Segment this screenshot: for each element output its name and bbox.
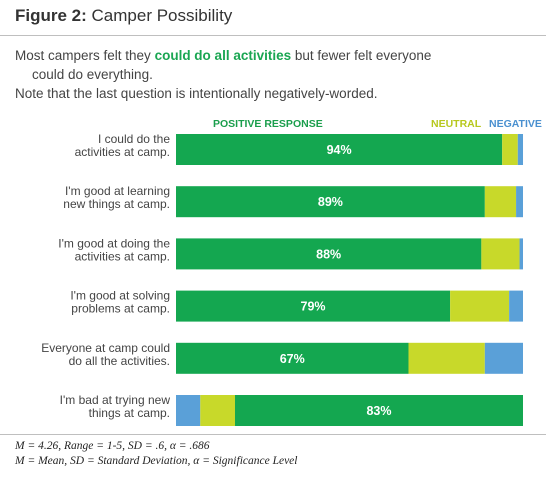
- bar-neutral-3: [481, 238, 520, 270]
- figure-title: Figure 2: Camper Possibility: [15, 6, 232, 26]
- bar-neutral-4: [450, 290, 510, 322]
- bar-value-label-2: 89%: [318, 195, 343, 209]
- bar-negative-1: [517, 134, 524, 165]
- category-label-1-1: I could do the: [98, 132, 170, 146]
- stats-note: M = 4.26, Range = 1-5, SD = .6, α = .686: [15, 440, 210, 452]
- category-label-1-2: activities at camp.: [75, 145, 170, 159]
- legend-negative: NEGATIVE: [489, 118, 542, 130]
- bar-value-label-6: 83%: [366, 404, 391, 418]
- category-label-5-1: Everyone at camp could: [41, 341, 170, 355]
- bar-negative-2: [516, 186, 523, 218]
- intro-text: Most campers felt they: [15, 48, 155, 63]
- bar-negative-6: [176, 395, 201, 426]
- category-label-6-1: I'm bad at trying new: [60, 393, 171, 407]
- category-label-2-2: new things at camp.: [63, 197, 170, 211]
- legend-note: M = Mean, SD = Standard Deviation, α = S…: [15, 455, 298, 467]
- intro-line-1: Most campers felt they could do all acti…: [15, 48, 431, 63]
- category-label-3-2: activities at camp.: [75, 249, 170, 263]
- figure-title-text: Camper Possibility: [91, 6, 233, 25]
- bar-positive-4: [176, 290, 451, 322]
- bar-positive-1: [176, 134, 503, 165]
- figure-label: Figure 2:: [15, 6, 87, 25]
- bar-positive-6: [234, 395, 524, 426]
- bar-neutral-6: [200, 395, 235, 426]
- bar-positive-2: [176, 186, 485, 218]
- category-label-5-2: do all the activities.: [69, 354, 170, 368]
- legend-positive: POSITIVE RESPONSE: [213, 118, 323, 130]
- bar-neutral-1: [502, 134, 518, 165]
- bar-value-label-1: 94%: [327, 143, 352, 157]
- bar-negative-4: [509, 290, 523, 322]
- category-label-2-1: I'm good at learning: [65, 184, 170, 198]
- legend-neutral: NEUTRAL: [431, 118, 482, 130]
- category-label-3-1: I'm good at doing the: [58, 236, 170, 250]
- stacked-bar-chart: POSITIVE RESPONSE NEUTRAL NEGATIVE 94% I cou…: [41, 118, 542, 426]
- title-divider: [0, 35, 546, 36]
- category-label-4-2: problems at camp.: [71, 302, 170, 316]
- category-label-6-2: things at camp.: [89, 406, 170, 420]
- intro-text-cont: but fewer felt everyone: [291, 48, 432, 63]
- bar-neutral-5: [408, 342, 485, 374]
- bar-positive-5: [176, 342, 409, 374]
- category-label-4-1: I'm good at solving: [70, 289, 170, 303]
- intro-highlight: could do all activities: [154, 48, 292, 63]
- bar-value-label-4: 79%: [301, 300, 326, 314]
- intro-line-3: Note that the last question is intention…: [15, 86, 378, 101]
- bar-value-label-5: 67%: [280, 352, 305, 366]
- bar-value-label-3: 88%: [316, 247, 341, 261]
- bar-negative-3: [519, 238, 523, 270]
- footer-divider: [0, 434, 546, 435]
- intro-line-2: could do everything.: [32, 67, 153, 82]
- bar-negative-5: [484, 342, 523, 374]
- bar-neutral-2: [484, 186, 517, 218]
- bar-positive-3: [176, 238, 482, 270]
